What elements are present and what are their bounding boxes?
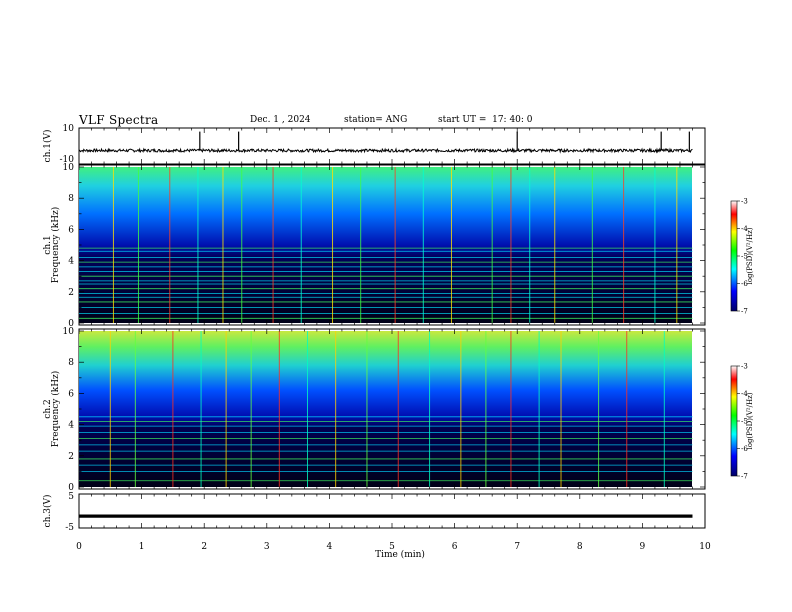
colorbar-tick-label: -3 — [741, 363, 748, 371]
colorbar-tick-label: -4 — [741, 225, 748, 233]
ch1-colorbar-ticks: -3 -4 -5 -6 -7 — [737, 198, 748, 316]
ch2-colorbar-ticks: -3 -4 -5 -6 -7 — [737, 363, 748, 481]
ch2-colorbar-label: log(PSD)(V²/Hz) — [746, 392, 754, 449]
frequency-tick-label: 8 — [68, 194, 74, 204]
start-time-label: start UT = 17: 40: 0 — [438, 115, 533, 125]
ch2-colorbar — [730, 365, 738, 477]
ch1-sferic-lines — [112, 167, 678, 323]
frequency-tick-label: 0 — [68, 319, 74, 329]
colorbar-tick-label: -5 — [741, 253, 748, 261]
ch3-waveform-panel: 5 -5 ch.3(V) 0 1 2 3 4 5 6 7 8 9 10 Time (min) — [42, 492, 711, 560]
time-tick-label: 1 — [139, 542, 145, 552]
ch3-ytick-top: 5 — [68, 492, 74, 502]
frequency-tick-label: 0 — [68, 483, 74, 493]
ch2-spectrogram-ticks — [78, 329, 706, 489]
time-tick-label: 8 — [577, 542, 583, 552]
ch1-frequency-axis-label: Frequency (kHz) — [50, 207, 61, 284]
frequency-tick-label: 4 — [68, 421, 74, 431]
station-label: station= ANG — [344, 115, 408, 125]
ch1-colorbar — [730, 200, 738, 312]
ch1-ytick-bottom: -10 — [60, 155, 75, 165]
colorbar-tick-label: -5 — [741, 418, 748, 426]
figure-title: VLF Spectra — [79, 113, 159, 127]
colorbar-tick-label: -7 — [741, 473, 748, 481]
ch1-waveform-panel: 10 -10 ch.1(V) — [42, 124, 706, 165]
ch1-waveform-ticks — [78, 128, 706, 164]
ch1-colorbar-label: log(PSD)(V²/Hz) — [746, 227, 754, 284]
frequency-tick-label: 10 — [63, 327, 75, 337]
time-tick-label: 7 — [514, 542, 520, 552]
time-tick-label: 6 — [452, 542, 458, 552]
ch2-tone-lines — [79, 416, 693, 482]
ch2-spectrogram-image — [79, 331, 692, 487]
colorbar-tick-label: -3 — [741, 198, 748, 206]
ch1-spectrogram-image — [79, 167, 692, 323]
frequency-tick-label: 6 — [68, 225, 74, 235]
frequency-tick-label: 2 — [68, 452, 74, 462]
ch2-frequency-tick-labels: 0 2 4 6 8 10 — [63, 327, 75, 493]
ch2-channel-label: ch.2 — [43, 399, 53, 418]
ch2-sferic-lines — [109, 331, 665, 487]
ch3-waveform-ticks — [78, 494, 706, 528]
colorbar-tick-label: -4 — [741, 390, 748, 398]
time-tick-label: 10 — [699, 542, 711, 552]
time-tick-label: 4 — [327, 542, 333, 552]
ch1-channel-label: ch.1 — [43, 235, 53, 254]
ch3-waveform-frame — [78, 493, 706, 529]
time-tick-label: 0 — [76, 542, 82, 552]
time-tick-label: 9 — [640, 542, 646, 552]
ch1-tone-lines — [79, 247, 693, 319]
ch3-ytick-bottom: -5 — [65, 523, 74, 533]
ch2-frequency-axis-label: Frequency (kHz) — [50, 371, 61, 448]
ch3-waveform-ylabel: ch.3(V) — [42, 495, 53, 528]
frequency-tick-label: 10 — [63, 163, 75, 173]
ch1-waveform-frame — [78, 127, 706, 165]
frequency-tick-label: 4 — [68, 257, 74, 267]
ch1-frequency-tick-labels: 0 2 4 6 8 10 — [63, 163, 75, 329]
time-tick-label: 3 — [264, 542, 270, 552]
frequency-tick-label: 2 — [68, 288, 74, 298]
ch1-waveform-ylabel: ch.1(V) — [42, 130, 53, 163]
ch1-spectrogram-ticks — [78, 165, 706, 325]
colorbar-tick-label: -7 — [741, 308, 748, 316]
date-label: Dec. 1 , 2024 — [250, 115, 311, 125]
colorbar-tick-label: -6 — [741, 280, 748, 288]
frequency-tick-label: 6 — [68, 389, 74, 399]
time-axis-label: Time (min) — [375, 549, 425, 560]
time-axis-tick-labels: 0 1 2 3 4 5 6 7 8 9 10 — [76, 542, 711, 552]
frequency-tick-label: 8 — [68, 358, 74, 368]
time-tick-label: 5 — [389, 542, 395, 552]
time-tick-label: 2 — [201, 542, 207, 552]
ch1-waveform-trace — [78, 147, 693, 154]
colorbar-tick-label: -6 — [741, 445, 748, 453]
ch1-ytick-top: 10 — [63, 124, 75, 134]
